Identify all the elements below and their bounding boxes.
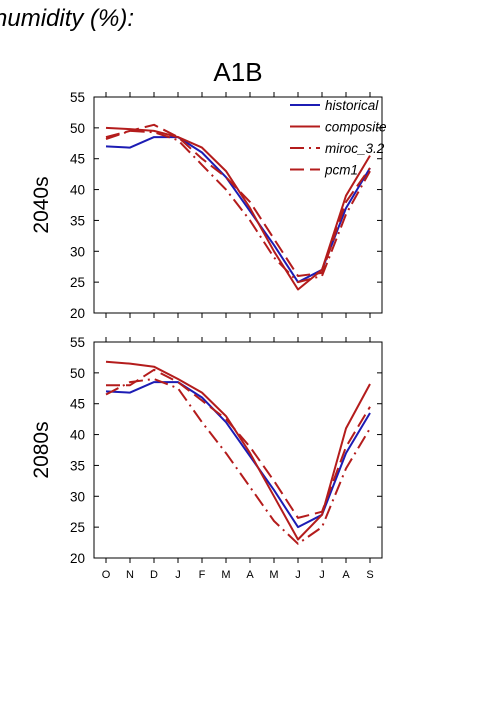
series-line-historical-2040s bbox=[105, 136, 371, 284]
x-tick-label: D bbox=[150, 569, 158, 581]
y-tick-label: 45 bbox=[70, 397, 85, 412]
plot-frame bbox=[93, 96, 383, 314]
y-tick-label: 25 bbox=[70, 275, 85, 290]
y-tick-label: 50 bbox=[70, 366, 85, 381]
y-tick-label: 50 bbox=[70, 121, 85, 136]
row-label: 2080s bbox=[30, 421, 53, 478]
y-tick-label: 55 bbox=[70, 90, 85, 105]
y-tick-label: 25 bbox=[70, 520, 85, 535]
panel-2040s: 20 25 30 35 40 45 50 55 2040s historical composite… bbox=[30, 90, 387, 321]
y-tick-label: 20 bbox=[70, 306, 85, 321]
y-tick-label: 30 bbox=[70, 489, 85, 504]
x-tick-label: N bbox=[126, 569, 134, 581]
y-tick-label: 20 bbox=[70, 551, 85, 566]
x-tick-label: J bbox=[319, 569, 325, 581]
plot-frame bbox=[93, 341, 383, 559]
y-tick-label: 35 bbox=[70, 213, 85, 228]
legend-label-miroc-3-2: miroc_3.2 bbox=[325, 141, 385, 156]
figure-supertitle: humidity (%): bbox=[0, 5, 134, 32]
y-tick-label: 55 bbox=[70, 335, 85, 350]
y-tick-label: 45 bbox=[70, 152, 85, 167]
x-tick-label: O bbox=[102, 569, 111, 581]
y-tick-label: 40 bbox=[70, 428, 85, 443]
x-tick-label: A bbox=[342, 569, 350, 581]
y-tick-label: 30 bbox=[70, 244, 85, 259]
y-tick-label: 35 bbox=[70, 458, 85, 473]
series-line-composite-2040s bbox=[105, 126, 371, 291]
chart-title: A1B bbox=[213, 57, 262, 87]
series-line-miroc-3-2-2040s bbox=[105, 129, 371, 284]
x-tick-label: F bbox=[199, 569, 206, 581]
x-tick-label: J bbox=[175, 569, 181, 581]
series-line-pcm1-2040s bbox=[105, 123, 371, 277]
panel-2080s: 20 25 30 35 40 45 50 55 O N D J F M A M J J A S 2080s bbox=[30, 335, 383, 581]
series-line-composite-2080s bbox=[105, 360, 371, 541]
legend-label-composite: composite bbox=[325, 120, 387, 135]
y-tick-label: 40 bbox=[70, 183, 85, 198]
x-tick-label: J bbox=[295, 569, 301, 581]
legend-label-historical: historical bbox=[325, 98, 379, 113]
x-tick-label: A bbox=[246, 569, 254, 581]
series-line-historical-2080s bbox=[105, 381, 371, 529]
series-line-miroc-3-2-2080s bbox=[105, 378, 371, 545]
legend-label-pcm1: pcm1 bbox=[324, 163, 358, 178]
series-line-pcm1-2080s bbox=[106, 368, 371, 519]
x-tick-label: M bbox=[221, 569, 230, 581]
x-tick-label: M bbox=[269, 569, 278, 581]
row-label: 2040s bbox=[30, 176, 53, 233]
x-tick-label: S bbox=[366, 569, 373, 581]
